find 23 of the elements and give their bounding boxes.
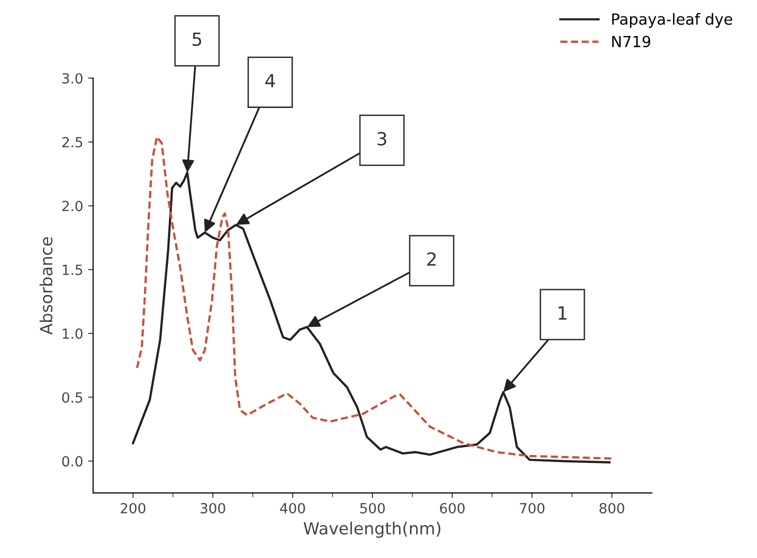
- x-tick-label: 600: [440, 502, 465, 514]
- y-tick-label: 2.5: [62, 136, 82, 148]
- annotation: 4: [265, 74, 275, 88]
- x-tick-label: 400: [280, 502, 305, 514]
- x-tick-label: 800: [600, 502, 624, 514]
- annotation: 5: [192, 32, 202, 46]
- y-tick-label: 0.0: [62, 456, 82, 467]
- y-tick-label: 2.0: [62, 200, 82, 212]
- x-tick-label: 300: [200, 502, 226, 514]
- x-tick-label: 500: [360, 502, 385, 514]
- x-tick-label: 700: [520, 502, 544, 514]
- y-tick-label: 3.0: [62, 73, 82, 84]
- annotation: 3: [378, 132, 386, 146]
- legend-label: Papaya-leaf dye: [612, 13, 732, 28]
- x-axis-title: Wavelength(nm): [304, 522, 440, 538]
- annotation: 2: [427, 252, 436, 266]
- y-axis-title: Absorbance: [40, 237, 53, 335]
- annotation: 1: [558, 306, 566, 320]
- y-tick-label: 1.5: [62, 264, 82, 276]
- x-tick-label: 200: [120, 502, 146, 514]
- y-tick-label: 0.5: [62, 392, 82, 403]
- legend-label: N719: [612, 36, 650, 48]
- y-tick-label: 1.0: [62, 328, 82, 339]
